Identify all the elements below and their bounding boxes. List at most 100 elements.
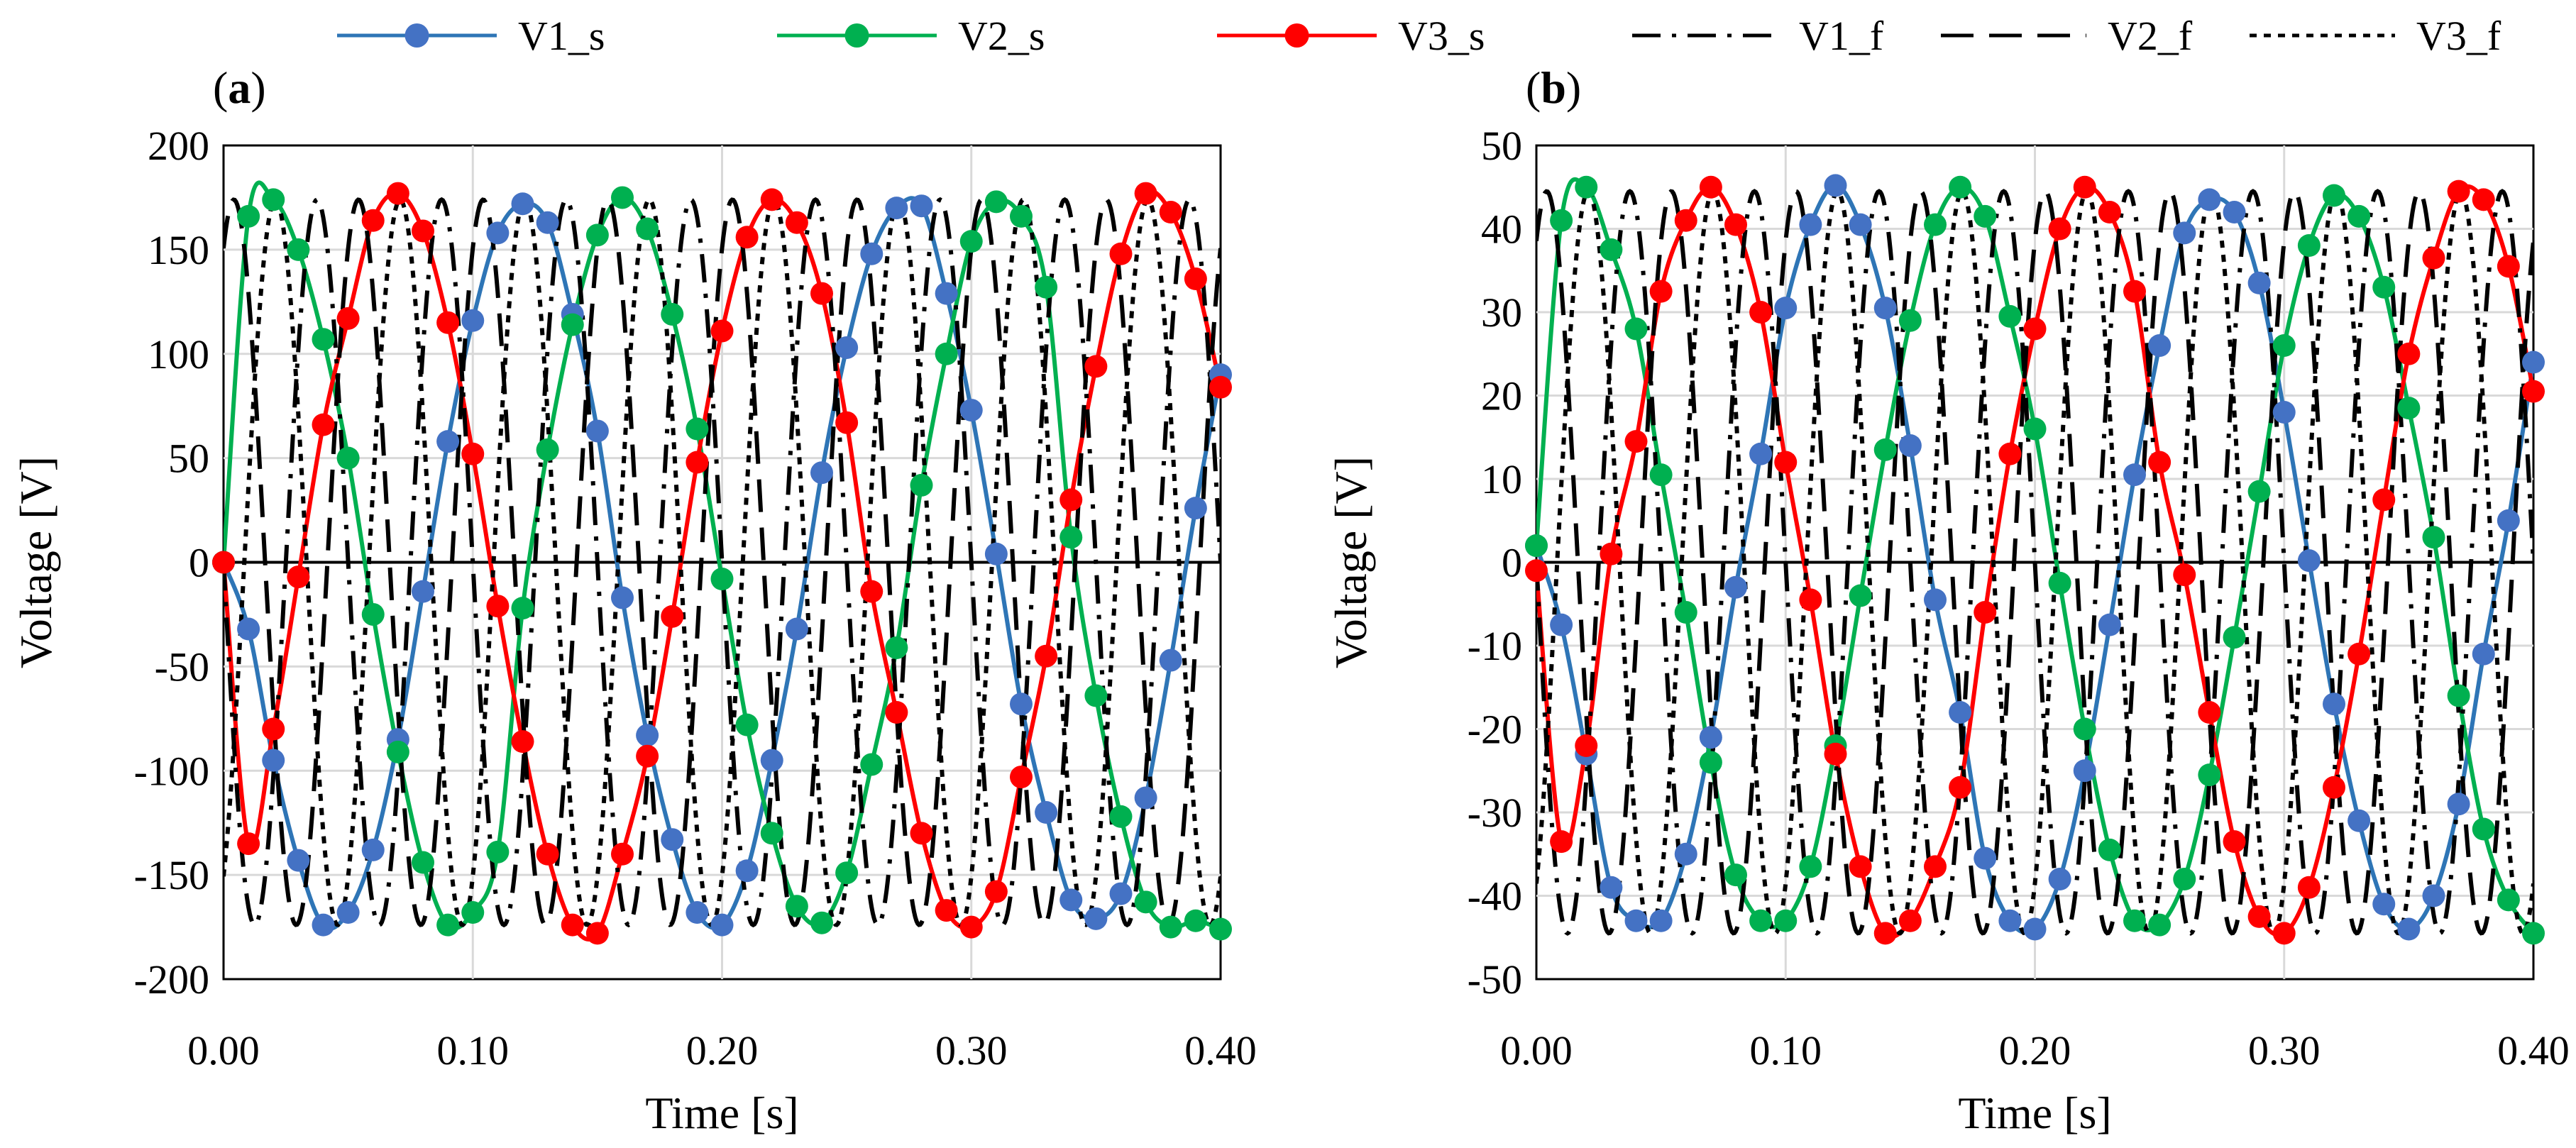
data-point: [1674, 842, 1697, 866]
data-point: [810, 282, 833, 305]
data-point: [2323, 692, 2345, 716]
data-point: [735, 713, 759, 736]
data-point: [984, 190, 1008, 214]
data-point: [1010, 204, 1033, 228]
data-point: [237, 617, 260, 641]
data-point: [1974, 204, 1997, 228]
data-point: [287, 849, 310, 872]
data-point: [1525, 559, 1548, 583]
data-point: [1873, 297, 1897, 320]
legend-marker: [844, 23, 869, 48]
data-point: [1624, 317, 1648, 341]
data-point: [2073, 175, 2096, 199]
data-point: [1949, 776, 1972, 799]
y-tick-label: 0: [1502, 540, 1522, 586]
series-markers-v3-s: [212, 182, 1232, 945]
data-point: [1849, 213, 1872, 236]
data-point: [461, 309, 485, 332]
data-point: [1649, 463, 1673, 487]
data-point: [1898, 909, 1922, 932]
legend-item-v3-s: V3_s: [1217, 13, 1485, 59]
data-point: [686, 417, 709, 441]
data-point: [2048, 571, 2071, 595]
data-point: [2397, 397, 2421, 420]
data-point: [1873, 922, 1897, 945]
legend-label: V3_s: [1398, 13, 1485, 59]
data-point: [636, 724, 659, 747]
data-point: [1649, 909, 1673, 932]
data-point: [1624, 430, 1648, 453]
data-point: [2223, 201, 2246, 223]
data-point: [2148, 451, 2172, 474]
data-point: [2123, 463, 2146, 487]
data-point: [1674, 209, 1697, 232]
data-point: [2073, 717, 2096, 741]
data-point: [1209, 917, 1232, 941]
legend-item-v3-f: V3_f: [2250, 13, 2501, 59]
data-point: [1699, 175, 1722, 199]
data-point: [835, 336, 859, 359]
data-point: [336, 446, 360, 470]
data-point: [661, 302, 684, 326]
data-point: [885, 197, 908, 220]
data-point: [1974, 846, 1997, 870]
data-point: [536, 211, 559, 234]
data-point: [2372, 488, 2396, 512]
data-point: [386, 740, 409, 763]
data-point: [1035, 644, 1058, 668]
data-point: [910, 473, 933, 497]
data-point: [2297, 234, 2321, 257]
y-tick-label: 40: [1481, 206, 1522, 253]
data-point: [262, 749, 285, 772]
data-point: [585, 922, 609, 945]
data-point: [1109, 242, 1133, 265]
data-point: [686, 901, 709, 924]
data-point: [1774, 909, 1798, 932]
data-point: [1035, 275, 1058, 299]
data-point: [661, 828, 684, 851]
data-point: [1699, 726, 1722, 749]
data-point: [959, 230, 983, 253]
data-point: [1159, 201, 1182, 223]
data-point: [2098, 201, 2121, 223]
series-markers-v3-s: [1525, 175, 2545, 945]
data-point: [2347, 642, 2371, 666]
series-line-v2-f: [224, 197, 1221, 927]
data-point: [1159, 915, 1182, 939]
x-axis-title: Time [s]: [1958, 1088, 2111, 1138]
data-point: [2497, 255, 2520, 278]
data-point: [486, 221, 510, 245]
x-tick-label: 0.40: [2497, 1027, 2570, 1074]
legend: V1_s V2_s V3_s V1_f V2_f V3_f: [337, 13, 2501, 59]
data-point: [2198, 763, 2221, 787]
y-tick-label: -50: [155, 644, 209, 690]
data-point: [636, 217, 659, 241]
y-tick-label: -150: [134, 852, 209, 898]
data-point: [1949, 701, 1972, 724]
data-point: [2472, 817, 2495, 841]
data-point: [1749, 909, 1773, 932]
data-point: [2372, 893, 2396, 916]
data-point: [760, 822, 783, 845]
data-point: [1209, 375, 1232, 399]
y-tick-label: 100: [148, 331, 209, 377]
data-point: [1525, 534, 1548, 557]
data-point: [611, 186, 634, 209]
data-point: [661, 605, 684, 628]
data-point: [2023, 317, 2047, 341]
x-tick-label: 0.10: [437, 1027, 510, 1074]
y-tick-label: 50: [168, 436, 209, 482]
series-markers-v1-s: [212, 192, 1232, 937]
data-point: [212, 551, 235, 574]
data-point: [312, 413, 335, 436]
data-point: [959, 915, 983, 939]
data-point: [959, 399, 983, 422]
legend-label: V2_f: [2108, 13, 2193, 59]
data-point: [1575, 734, 1598, 757]
data-point: [237, 204, 260, 228]
data-point: [361, 838, 385, 861]
data-point: [2048, 868, 2071, 890]
data-point: [611, 842, 634, 866]
data-point: [2148, 913, 2172, 937]
